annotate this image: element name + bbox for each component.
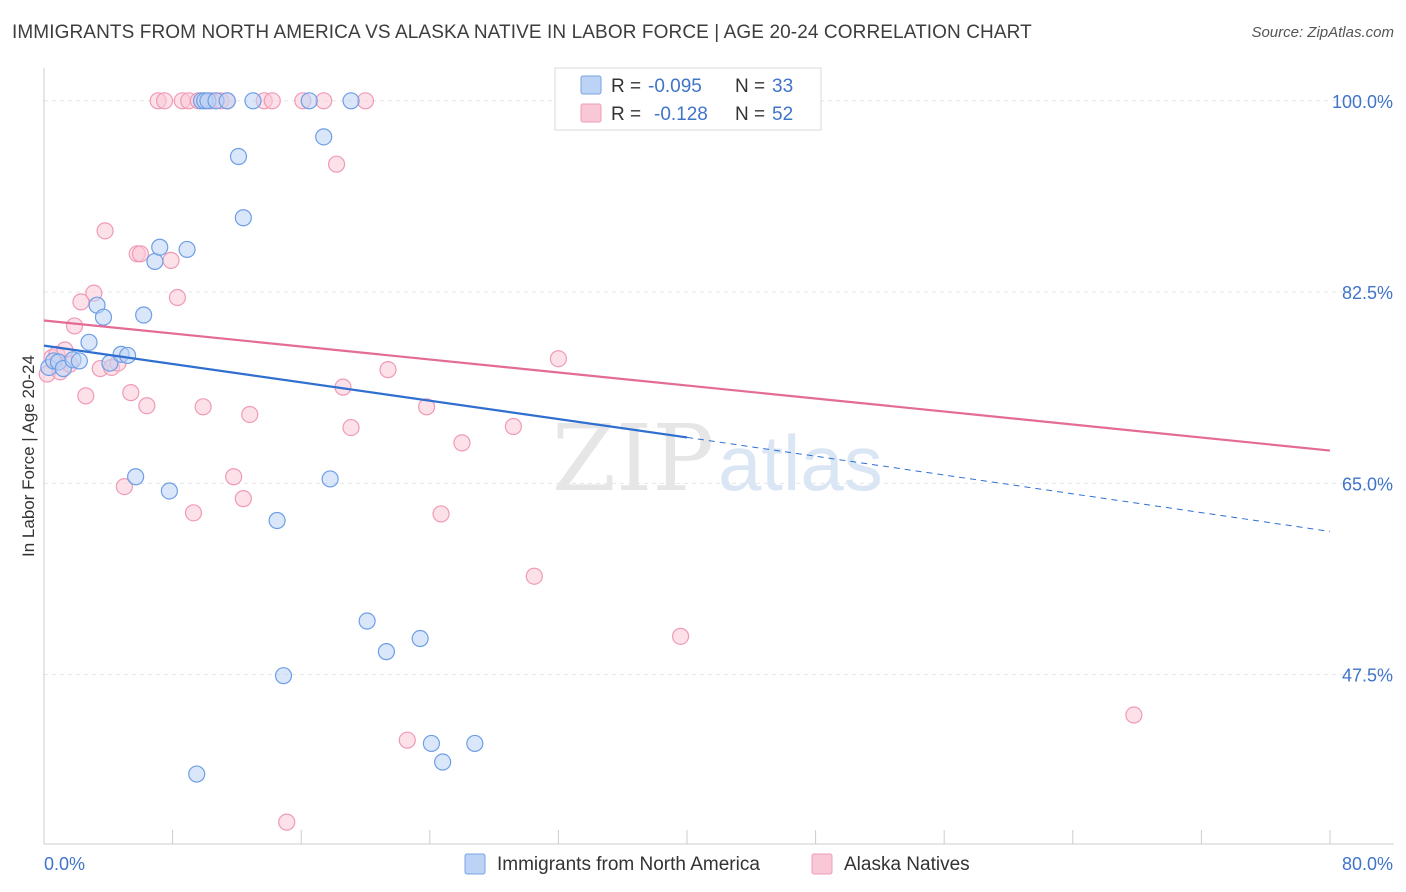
point-alaska-natives bbox=[549, 350, 568, 368]
legend-pink-swatch bbox=[811, 853, 833, 875]
point-alaska-natives bbox=[155, 92, 174, 110]
point-immigrants-north-america bbox=[118, 346, 137, 365]
point-alaska-natives bbox=[138, 397, 156, 415]
x-tick-label-min: 0.0% bbox=[44, 854, 85, 874]
point-alaska-natives bbox=[315, 92, 333, 110]
point-immigrants-north-america bbox=[234, 209, 252, 227]
point-alaska-natives bbox=[1125, 706, 1143, 724]
point-immigrants-north-america bbox=[315, 128, 333, 146]
point-immigrants-north-america bbox=[218, 92, 236, 110]
point-alaska-natives bbox=[122, 384, 140, 402]
stats-pink-n-label: N = bbox=[735, 104, 765, 125]
point-alaska-natives bbox=[65, 317, 84, 335]
x-tick-labels: 0.0% 80.0% bbox=[44, 854, 1393, 874]
trend-line-immigrants-north-america bbox=[43, 344, 688, 439]
axes bbox=[43, 68, 1394, 845]
point-alaska-natives bbox=[417, 398, 436, 416]
source-label: Source: ZipAtlas.com bbox=[1251, 24, 1394, 41]
stats-legend: R = -0.095 N = 33 R = -0.128 N = 52 bbox=[554, 67, 822, 131]
point-immigrants-north-america bbox=[422, 734, 441, 753]
point-immigrants-north-america bbox=[188, 765, 206, 783]
point-immigrants-north-america bbox=[321, 470, 339, 488]
point-immigrants-north-america bbox=[229, 147, 248, 166]
point-alaska-natives bbox=[379, 361, 397, 379]
stats-blue-n-label: N = bbox=[735, 76, 765, 97]
point-immigrants-north-america bbox=[268, 511, 286, 530]
watermark: ZIP atlas bbox=[552, 405, 883, 512]
point-alaska-natives bbox=[504, 417, 522, 436]
legend-pink-label: Alaska Natives bbox=[844, 854, 970, 875]
point-alaska-natives bbox=[115, 478, 133, 496]
point-immigrants-north-america bbox=[135, 306, 153, 324]
point-alaska-natives bbox=[96, 222, 114, 240]
chart-title: IMMIGRANTS FROM NORTH AMERICA VS ALASKA … bbox=[12, 22, 1032, 43]
x-tick-label-max: 80.0% bbox=[1342, 854, 1393, 874]
y-tick-labels: 47.5% 65.0% 82.5% 100.0% bbox=[1332, 92, 1393, 686]
bottom-legend: Immigrants from North America Alaska Nat… bbox=[464, 853, 970, 875]
point-alaska-natives bbox=[263, 92, 281, 110]
stats-blue-r-label: R = bbox=[611, 76, 641, 97]
point-alaska-natives bbox=[398, 731, 416, 749]
point-alaska-natives bbox=[131, 245, 150, 263]
trend-line-immigrants-north-america-extension bbox=[686, 436, 1331, 532]
point-alaska-natives bbox=[162, 251, 180, 269]
point-alaska-natives bbox=[356, 92, 375, 110]
point-immigrants-north-america bbox=[274, 667, 293, 685]
point-immigrants-north-america bbox=[94, 308, 113, 326]
y-tick-label: 100.0% bbox=[1332, 92, 1393, 112]
y-tick-label: 47.5% bbox=[1342, 666, 1393, 686]
legend-blue-label: Immigrants from North America bbox=[497, 854, 760, 875]
stats-pink-n-value: 52 bbox=[772, 104, 793, 125]
watermark-atlas: atlas bbox=[718, 419, 883, 507]
series-immigrants-north-america-points bbox=[40, 92, 484, 783]
stats-pink-swatch bbox=[580, 103, 602, 123]
trend-lines bbox=[43, 319, 1331, 532]
point-alaska-natives bbox=[342, 418, 360, 437]
point-alaska-natives bbox=[77, 387, 95, 405]
point-immigrants-north-america bbox=[342, 92, 360, 110]
legend-blue-swatch bbox=[464, 853, 486, 875]
y-tick-label: 65.0% bbox=[1342, 474, 1393, 494]
point-immigrants-north-america bbox=[377, 643, 395, 661]
point-alaska-natives bbox=[241, 405, 259, 424]
point-alaska-natives bbox=[234, 490, 252, 508]
point-immigrants-north-america bbox=[70, 352, 88, 370]
point-alaska-natives bbox=[225, 468, 243, 486]
point-immigrants-north-america bbox=[146, 252, 164, 271]
point-alaska-natives bbox=[278, 813, 296, 831]
point-immigrants-north-america bbox=[151, 238, 169, 256]
y-tick-label: 82.5% bbox=[1342, 283, 1393, 303]
point-alaska-natives bbox=[432, 505, 450, 523]
point-immigrants-north-america bbox=[300, 92, 318, 110]
point-alaska-natives bbox=[525, 567, 543, 585]
point-alaska-natives bbox=[184, 504, 203, 522]
point-alaska-natives bbox=[671, 627, 690, 645]
point-alaska-natives bbox=[327, 155, 346, 173]
point-alaska-natives bbox=[168, 288, 187, 307]
point-immigrants-north-america bbox=[434, 753, 452, 771]
point-alaska-natives bbox=[194, 398, 212, 416]
point-immigrants-north-america bbox=[358, 612, 376, 630]
point-alaska-natives bbox=[72, 293, 90, 311]
trend-line-alaska-natives bbox=[43, 319, 1331, 452]
point-immigrants-north-america bbox=[127, 468, 145, 486]
point-immigrants-north-america bbox=[80, 333, 98, 351]
stats-pink-r-label: R = bbox=[611, 104, 641, 125]
point-immigrants-north-america bbox=[160, 482, 178, 500]
point-immigrants-north-america bbox=[466, 734, 484, 753]
point-immigrants-north-america bbox=[244, 92, 262, 110]
point-alaska-natives bbox=[453, 434, 471, 452]
stats-blue-n-value: 33 bbox=[772, 76, 793, 97]
stats-pink-r-value: -0.128 bbox=[654, 104, 708, 125]
stats-blue-swatch bbox=[580, 75, 602, 95]
point-immigrants-north-america bbox=[411, 629, 429, 648]
y-axis-label: In Labor Force | Age 20-24 bbox=[19, 355, 38, 557]
point-immigrants-north-america bbox=[178, 240, 196, 259]
stats-blue-r-value: -0.095 bbox=[648, 76, 702, 97]
